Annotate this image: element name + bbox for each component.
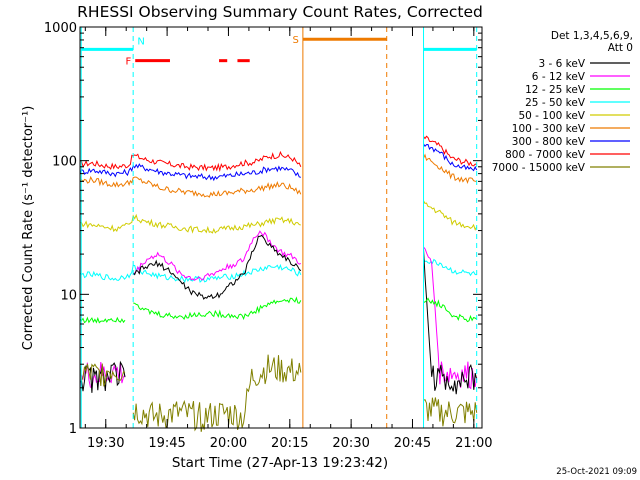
series-line-6-12kev-seg0 bbox=[79, 163, 301, 182]
series-line-100-300kev-seg0 bbox=[79, 361, 126, 389]
series-line-25-50kev-seg1 bbox=[423, 200, 478, 231]
flag-label-n: N bbox=[137, 37, 144, 48]
plot-frame bbox=[79, 26, 483, 429]
chart-title: RHESSI Observing Summary Count Rates, Co… bbox=[77, 3, 483, 21]
y-axis-label: Corrected Count Rate (s⁻¹ detector⁻¹) bbox=[21, 106, 36, 351]
x-tick-label-19:45: 19:45 bbox=[148, 436, 185, 451]
series-line-6-12kev-seg1 bbox=[423, 143, 478, 172]
series-line-800-7000kev-seg1 bbox=[133, 296, 302, 321]
x-tick-label-20:45: 20:45 bbox=[394, 436, 431, 451]
plot-area: NF S bbox=[79, 27, 478, 432]
x-tick-label-20:00: 20:00 bbox=[210, 436, 247, 451]
series-line-300-800kev-seg1 bbox=[132, 234, 302, 300]
y-tick-label-1000: 1000 bbox=[44, 21, 77, 36]
legend-label-1: 6 - 12 keV bbox=[532, 71, 586, 83]
series-line-3-6kev-seg0 bbox=[79, 150, 302, 173]
x-tick-label-20:15: 20:15 bbox=[271, 436, 308, 451]
y-tick-label-100: 100 bbox=[52, 155, 77, 170]
series-line-3-6kev-seg1 bbox=[423, 135, 477, 167]
x-tick-label-20:30: 20:30 bbox=[332, 436, 369, 451]
series-line-12-25kev-seg0 bbox=[79, 175, 302, 198]
date-stamp: 25-Oct-2021 09:09 bbox=[556, 467, 637, 477]
legend-label-8: 7000 - 15000 keV bbox=[492, 162, 586, 174]
series-line-800-7000kev-seg2 bbox=[423, 297, 478, 323]
legend-header-1: Att 0 bbox=[608, 42, 633, 54]
legend-label-4: 50 - 100 keV bbox=[518, 110, 585, 122]
x-axis-label: Start Time (27-Apr-13 19:23:42) bbox=[172, 455, 388, 471]
series-line-7000-15000kev-seg2 bbox=[423, 397, 478, 427]
legend-label-7: 800 - 7000 keV bbox=[505, 149, 586, 161]
series-line-7000-15000kev-seg1 bbox=[132, 354, 302, 432]
legend-label-0: 3 - 6 keV bbox=[538, 58, 585, 70]
legend-label-3: 25 - 50 keV bbox=[525, 97, 586, 109]
series-line-50-100kev-seg1 bbox=[423, 258, 477, 277]
y-tick-label-10: 10 bbox=[60, 288, 77, 303]
series-line-50-100kev-seg0 bbox=[79, 263, 302, 284]
legend-label-6: 300 - 800 keV bbox=[512, 136, 586, 148]
series-line-7000-15000kev-seg0 bbox=[79, 363, 126, 387]
y-axis: 1 10 100 1000 bbox=[44, 21, 482, 437]
y-tick-label-1: 1 bbox=[69, 422, 77, 437]
series-line-12-25kev-seg1 bbox=[423, 153, 477, 185]
series-line-800-7000kev-seg0 bbox=[79, 316, 126, 324]
legend-label-5: 100 - 300 keV bbox=[512, 123, 586, 135]
series-line-300-800kev-seg2 bbox=[423, 249, 478, 395]
x-tick-label-19:30: 19:30 bbox=[87, 436, 124, 451]
x-axis: 19:30 19:45 20:00 20:15 20:30 20:45 21:00 bbox=[84, 27, 493, 451]
series-line-100-300kev-seg1 bbox=[132, 230, 301, 281]
flag-label-s: S bbox=[293, 35, 299, 46]
legend-header-0: Det 1,3,4,5,6,9, bbox=[551, 30, 633, 42]
series-line-100-300kev-seg2 bbox=[423, 246, 478, 390]
flag-label-f: F bbox=[125, 57, 131, 68]
legend-label-2: 12 - 25 keV bbox=[525, 84, 586, 96]
x-tick-label-21:00: 21:00 bbox=[455, 436, 492, 451]
series-line-25-50kev-seg0 bbox=[79, 213, 301, 234]
